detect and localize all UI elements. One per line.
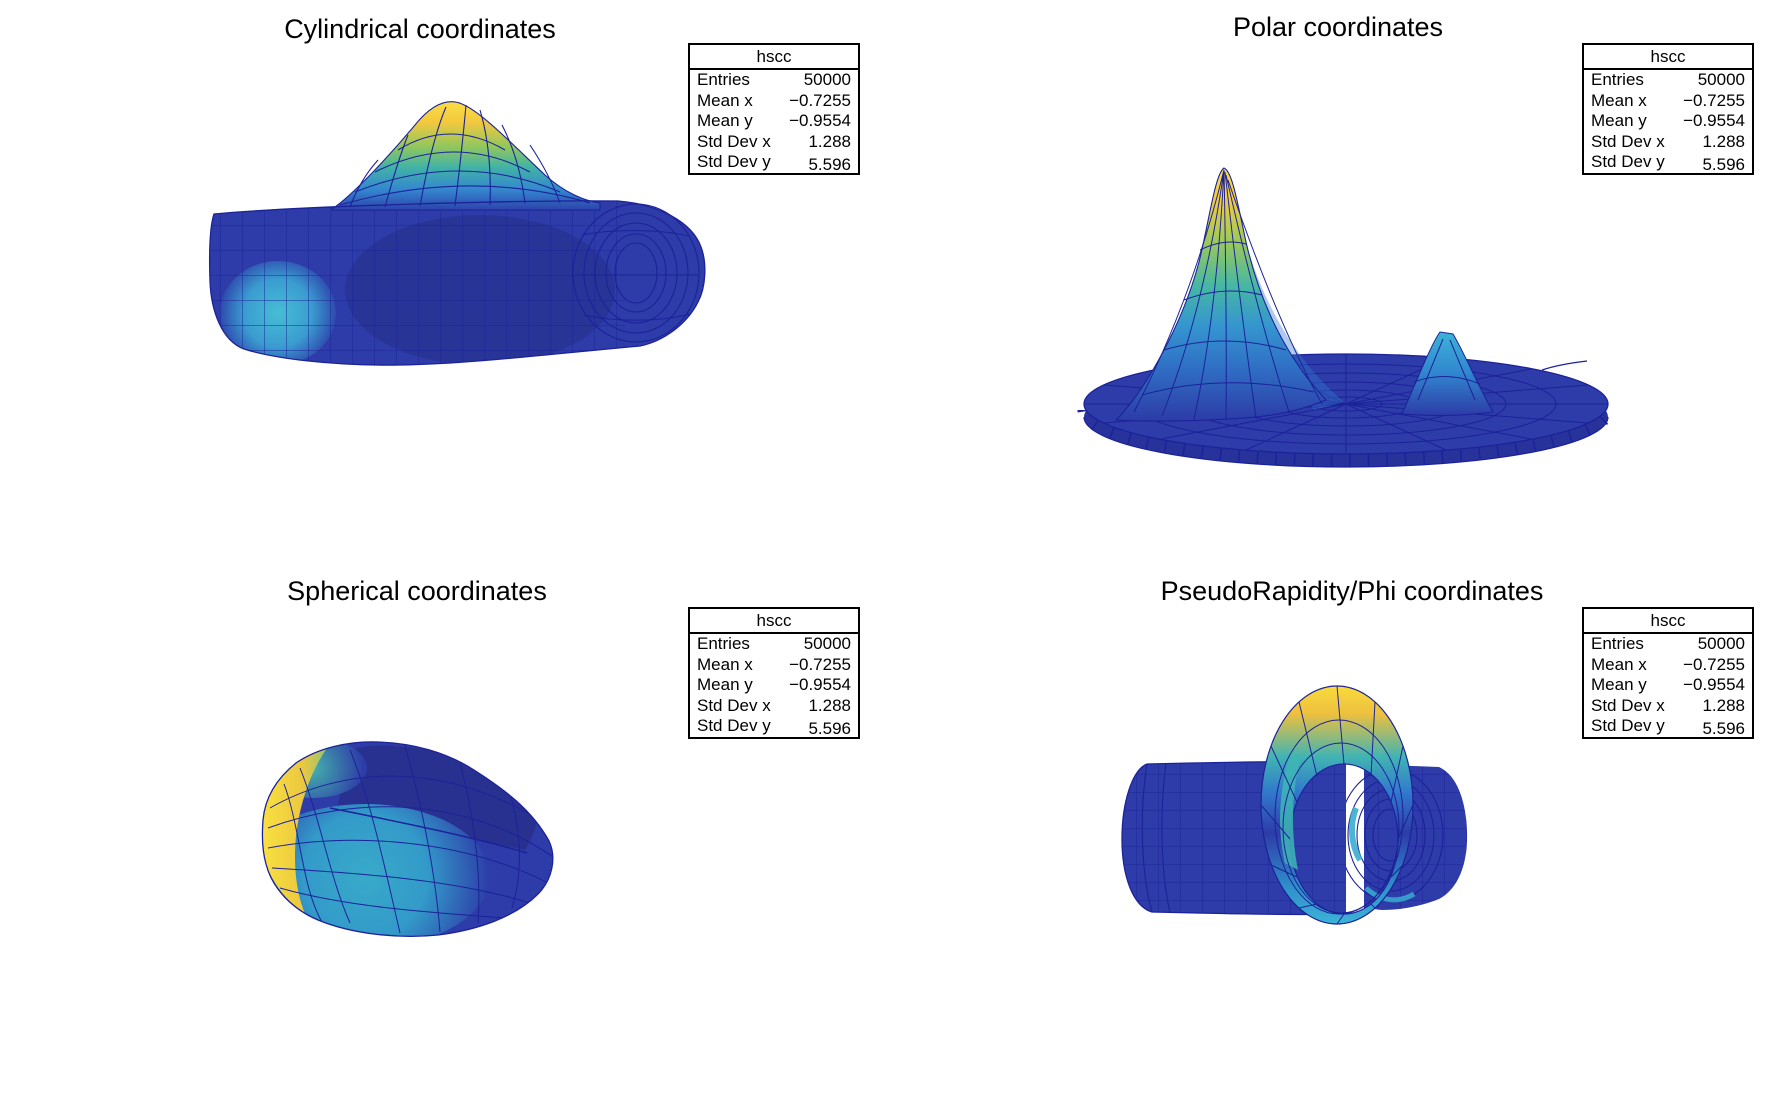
cylinder-peak	[331, 101, 601, 211]
stats-title: hscc	[690, 609, 858, 634]
pad-title-spherical: Spherical coordinates	[287, 576, 547, 606]
sphere-mesh	[267, 745, 553, 934]
disk-rim-edge	[1083, 416, 1609, 468]
yellow-crescent	[262, 748, 327, 916]
pad-title-cylindrical: Cylindrical coordinates	[284, 14, 556, 44]
surface-plot-polar[interactable]	[894, 0, 1788, 558]
stats-title: hscc	[690, 45, 858, 70]
stats-box[interactable]: hscc Entries 50000 Mean x −0.7255 Mean y −0…	[688, 43, 860, 175]
opening-cyan-glint	[1348, 806, 1363, 862]
stats-row: Std Dev x 1.288	[1591, 131, 1745, 151]
opening-cyan-glint-bottom	[1364, 886, 1416, 903]
polar-ridge	[1401, 331, 1494, 416]
stats-row: Entries 50000	[1591, 70, 1745, 89]
pad-pseudorapidity-phi[interactable]: PseudoRapidity/Phi coordinates	[894, 558, 1788, 1116]
stats-row: Std Dev y 5.596	[697, 152, 851, 175]
stats-row: Mean x −0.7255	[697, 90, 851, 110]
stats-row: Mean y −0.9554	[1591, 111, 1745, 131]
ring-inner-teal-band	[1280, 755, 1301, 870]
stats-row: Std Dev y 5.596	[697, 716, 851, 739]
ring-mesh	[1260, 685, 1414, 925]
stats-row: Entries 50000	[697, 634, 851, 653]
stats-title: hscc	[1584, 45, 1752, 70]
stray-mesh-line	[1541, 360, 1588, 371]
pad-spherical[interactable]: Spherical coordinates	[0, 558, 894, 1116]
stats-row: Mean x −0.7255	[697, 654, 851, 674]
sphere-outline	[261, 741, 554, 937]
fold-crease	[329, 807, 528, 854]
pad-cylindrical[interactable]: Cylindrical coordinates	[0, 0, 894, 558]
cylinder-outline	[208, 200, 706, 366]
polar-peak	[1114, 167, 1327, 422]
stats-row: Std Dev y 5.596	[1591, 152, 1745, 175]
stats-title: hscc	[1584, 609, 1752, 634]
stats-row: Std Dev x 1.288	[1591, 695, 1745, 715]
surface-plot-spherical[interactable]	[0, 558, 894, 1116]
stats-box[interactable]: hscc Entries 50000 Mean x −0.7255 Mean y −0…	[688, 607, 860, 739]
ridge-mesh	[1413, 338, 1481, 401]
stats-row: Std Dev x 1.288	[697, 695, 851, 715]
stats-row: Mean x −0.7255	[1591, 90, 1745, 110]
surface-plot-cylindrical[interactable]	[0, 0, 894, 558]
surface-plot-pseudorapidity-phi[interactable]	[894, 558, 1788, 1116]
pad-title-polar: Polar coordinates	[1232, 12, 1444, 42]
stats-row: Std Dev y 5.596	[1591, 716, 1745, 739]
peak-mesh	[339, 104, 591, 208]
pad-polar[interactable]: Polar coordinates	[894, 0, 1788, 558]
stats-row: Std Dev x 1.288	[697, 131, 851, 151]
stats-row: Mean y −0.9554	[1591, 675, 1745, 695]
stats-box[interactable]: hscc Entries 50000 Mean x −0.7255 Mean y −0…	[1582, 43, 1754, 175]
stats-row: Mean y −0.9554	[697, 111, 851, 131]
pad-title-pseudorapidity-phi: PseudoRapidity/Phi coordinates	[1160, 576, 1544, 606]
stats-row: Mean x −0.7255	[1591, 654, 1745, 674]
stats-row: Mean y −0.9554	[697, 675, 851, 695]
stats-box[interactable]: hscc Entries 50000 Mean x −0.7255 Mean y −0…	[1582, 607, 1754, 739]
stats-row: Entries 50000	[1591, 634, 1745, 653]
polar-peak-mesh	[1133, 169, 1323, 421]
stats-row: Entries 50000	[697, 70, 851, 89]
